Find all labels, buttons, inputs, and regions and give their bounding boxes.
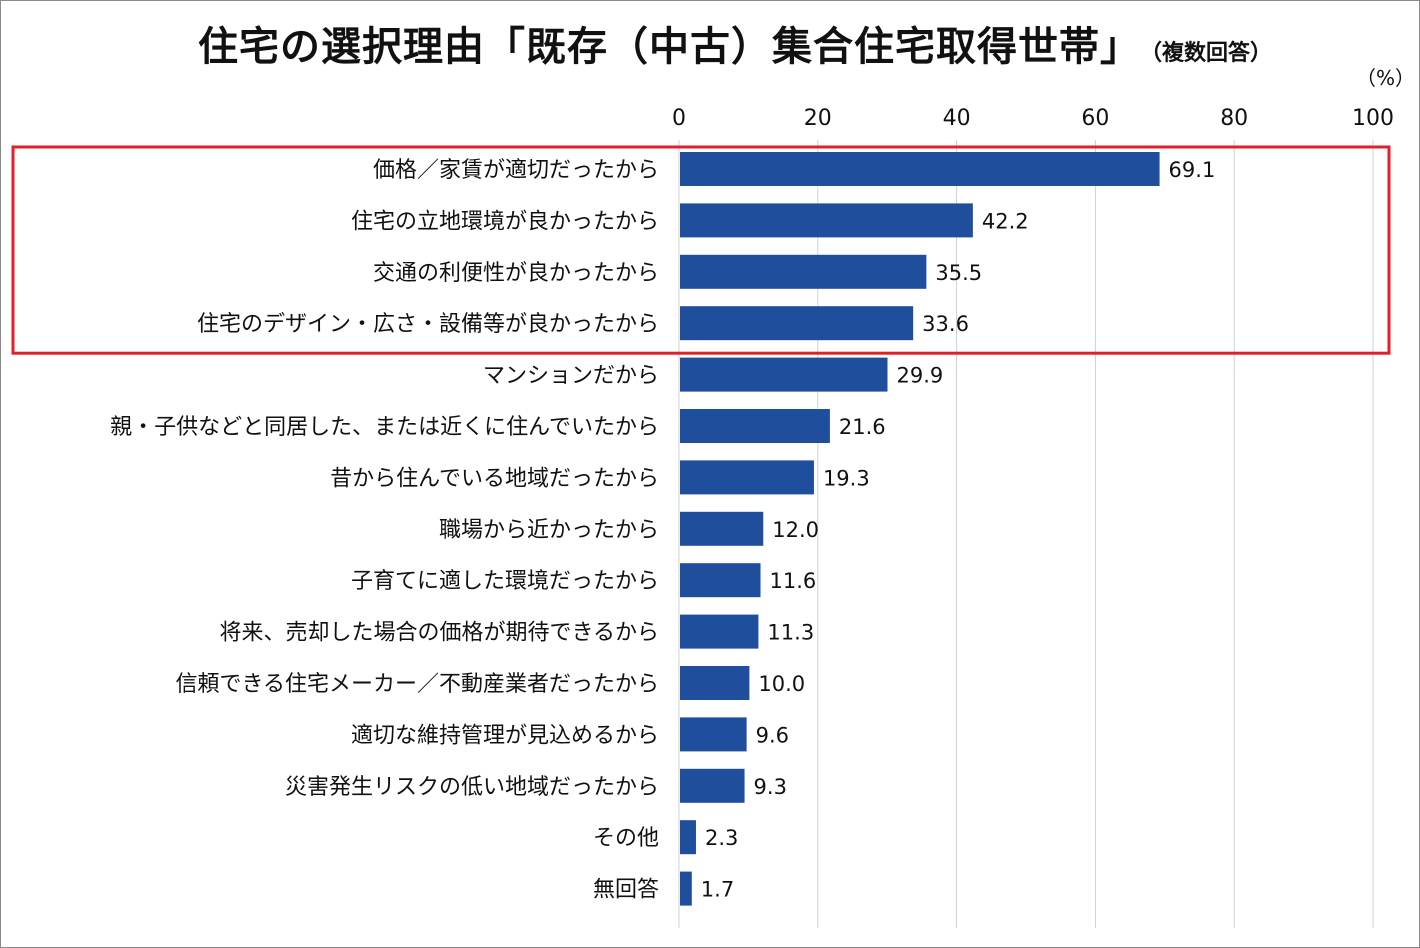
bar	[680, 511, 764, 546]
x-tick-label: 80	[1220, 106, 1248, 131]
value-label: 69.1	[1169, 158, 1216, 182]
category-label: その他	[593, 826, 659, 851]
category-label: マンションだから	[483, 364, 659, 389]
category-label: 災害発生リスクの低い地域だったから	[285, 775, 659, 800]
value-label: 12.0	[772, 518, 819, 542]
bar	[680, 152, 1160, 186]
category-label: 子育てに適した環境だったから	[351, 569, 659, 594]
chart-title: 住宅の選択理由「既存（中古）集合住宅取得世帯」	[198, 24, 1141, 70]
value-label: 11.6	[770, 569, 817, 593]
value-label: 9.3	[754, 775, 787, 799]
value-label: 33.6	[922, 312, 969, 336]
value-label: 10.0	[758, 672, 805, 696]
bar	[680, 409, 830, 443]
x-tick-label: 0	[672, 106, 686, 131]
bar	[680, 717, 747, 752]
category-label: 住宅の立地環境が良かったから	[351, 209, 659, 234]
category-label: 親・子供などと同居した、または近くに住んでいたから	[110, 415, 659, 440]
bar	[680, 254, 927, 289]
bar	[680, 357, 888, 392]
title-line: 住宅の選択理由「既存（中古）集合住宅取得世帯」 （複数回答）	[198, 14, 1272, 72]
chart-subtitle: （複数回答）	[1151, 41, 1273, 66]
category-label: 将来、売却した場合の価格が期待できるから	[219, 621, 659, 646]
x-tick-label: 100	[1352, 106, 1394, 131]
bar	[680, 666, 750, 700]
value-label: 35.5	[935, 261, 982, 285]
category-label: 適切な維持管理が見込めるから	[351, 723, 659, 748]
bar	[680, 768, 745, 803]
value-label: 9.6	[756, 723, 789, 747]
value-label: 19.3	[823, 466, 870, 490]
bar	[680, 563, 761, 598]
value-label: 29.9	[897, 364, 944, 388]
bar	[680, 460, 814, 495]
value-label: 2.3	[705, 826, 738, 850]
x-tick-label: 40	[943, 106, 971, 131]
bar	[680, 614, 759, 649]
category-label: 交通の利便性が良かったから	[373, 261, 659, 286]
value-label: 1.7	[701, 878, 734, 902]
value-label: 21.6	[839, 415, 886, 439]
highlight-box	[11, 145, 1391, 355]
x-tick-label: 60	[1081, 106, 1109, 131]
value-label: 11.3	[767, 621, 814, 645]
value-label: 42.2	[982, 209, 1029, 233]
x-tick-label: 20	[804, 106, 832, 131]
category-label: 住宅のデザイン・広さ・設備等が良かったから	[197, 312, 659, 337]
bar	[680, 203, 973, 238]
category-label: 職場から近かったから	[439, 518, 659, 543]
unit-label: （%）	[1356, 66, 1416, 90]
category-label: 無回答	[593, 878, 659, 903]
bar	[680, 820, 696, 855]
bar	[680, 306, 914, 341]
category-label: 信頼できる住宅メーカー／不動産業者だったから	[175, 672, 659, 697]
category-label: 昔から住んでいる地域だったから	[330, 466, 659, 491]
bar	[680, 871, 692, 906]
category-label: 価格／家賃が適切だったから	[373, 158, 659, 183]
